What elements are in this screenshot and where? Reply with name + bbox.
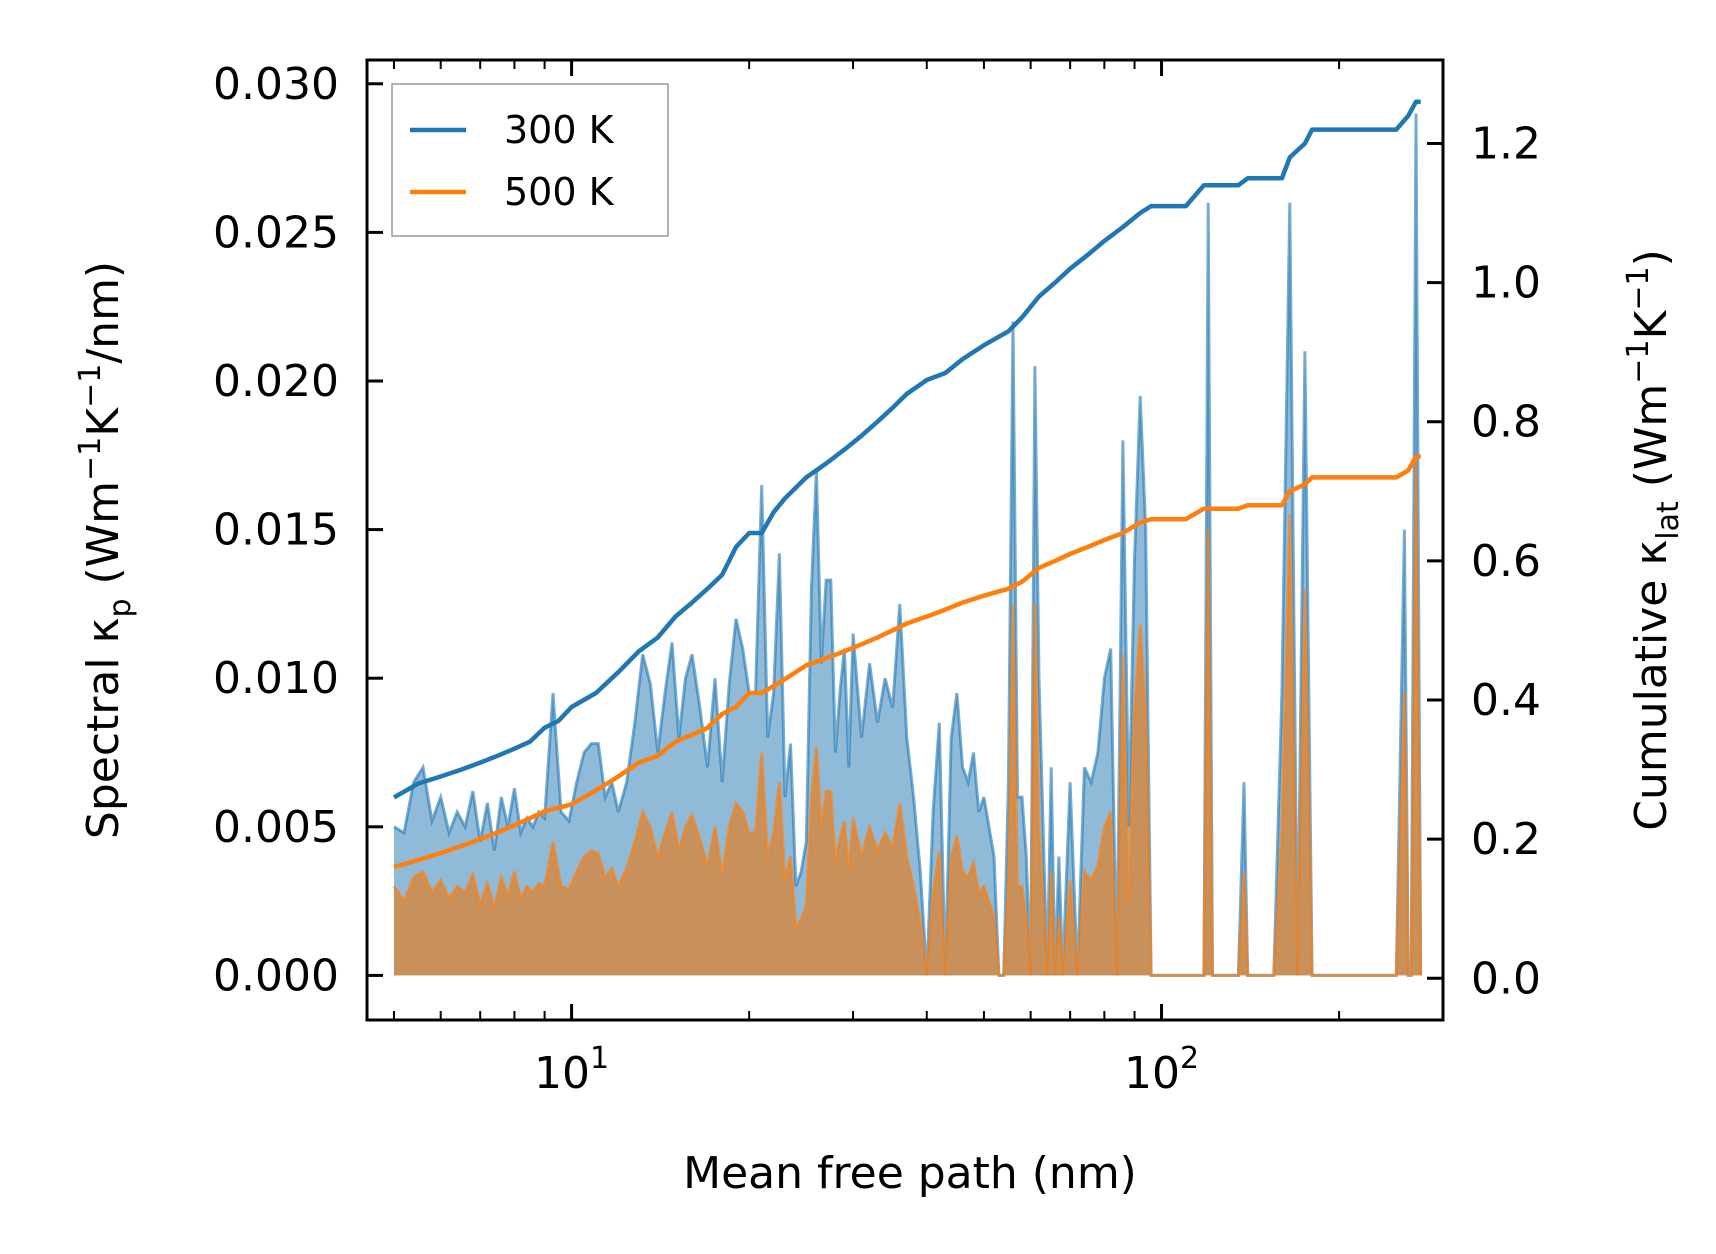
- spectral-line-500-k: [392, 455, 1423, 977]
- legend-label: 300 K: [504, 108, 615, 152]
- left-y-tick-label: 0.020: [213, 356, 339, 407]
- x-tick-label-exponent: 2: [1180, 1041, 1199, 1076]
- left-y-tick-label: 0.000: [213, 950, 339, 1001]
- right-y-tick-label: 0.0: [1471, 953, 1541, 1004]
- left-y-tick-label: 0.010: [213, 653, 339, 704]
- axes: 101 1020.0000.0050.0100.0150.0200.0250.03…: [213, 58, 1541, 1099]
- left-y-tick-label: 0.015: [213, 505, 339, 556]
- x-tick-label-base: 10: [534, 1048, 590, 1099]
- right-y-axis-label: Cumulative κlat (Wm−1K−1): [1621, 249, 1686, 831]
- plot-frame: [365, 58, 1445, 1022]
- x-tick-label: 101: [534, 1041, 609, 1099]
- left-y-tick-label: 0.005: [213, 802, 339, 853]
- right-y-tick-label: 1.0: [1471, 258, 1541, 309]
- plot-clipped-group: [392, 99, 1423, 977]
- right-y-tick-label: 0.8: [1471, 397, 1541, 448]
- legend-label: 500 K: [504, 170, 615, 214]
- legend: 300 K 500 K: [391, 83, 669, 237]
- left-y-axis-label: Spectral κp (Wm−1K−1/nm): [73, 261, 138, 839]
- left-y-tick-label: 0.025: [213, 207, 339, 258]
- left-y-tick-label: 0.030: [213, 59, 339, 110]
- cumulative-line-500-k: [393, 454, 1421, 870]
- legend-box: [391, 83, 669, 237]
- x-tick-label-exponent: 1: [590, 1041, 609, 1076]
- right-y-tick-label: 0.2: [1471, 814, 1541, 865]
- spectral-line-300-k: [393, 113, 1423, 977]
- x-tick-label: 102: [1124, 1041, 1199, 1099]
- right-y-tick-label: 0.4: [1471, 675, 1541, 726]
- x-axis-label: Mean free path (nm): [683, 1148, 1137, 1199]
- plot-area: [392, 99, 1423, 977]
- right-y-tick-label: 0.6: [1471, 536, 1541, 587]
- x-tick-label-base: 10: [1124, 1048, 1180, 1099]
- cumulative-line-300-k: [392, 99, 1421, 800]
- right-y-tick-label: 1.2: [1471, 118, 1541, 169]
- spectral-fill-500-k: [394, 455, 1421, 976]
